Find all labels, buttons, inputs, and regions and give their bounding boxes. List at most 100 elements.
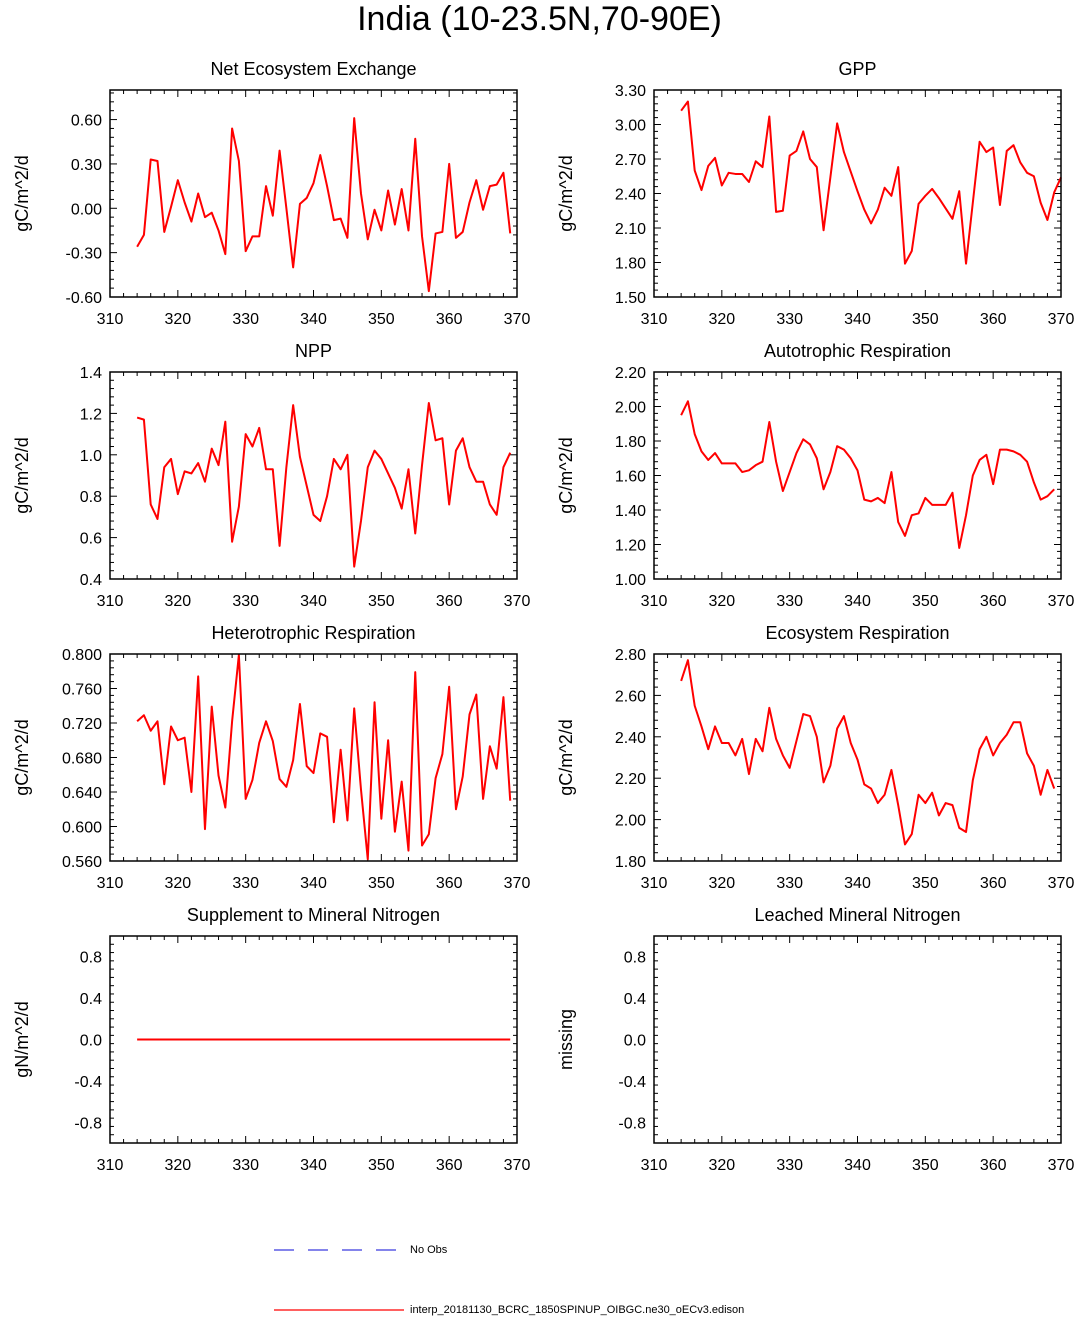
x-tick-label: 370 [504,1157,531,1174]
y-tick-label: 1.50 [615,290,646,307]
page-title: India (10-23.5N,70-90E) [357,0,722,38]
y-tick-label: 0.0 [624,1033,646,1050]
legend-model-label: interp_20181130_BCRC_1850SPINUP_OIBGC.ne… [410,1304,745,1316]
x-tick-label: 320 [708,311,735,328]
x-tick-label: 340 [300,311,327,328]
chart-title: Ecosystem Respiration [765,623,949,643]
x-tick-label: 310 [641,1157,668,1174]
legend-obs-swatch [274,1249,404,1251]
y-tick-label: 1.40 [615,503,646,520]
y-tick-label: 2.20 [615,771,646,788]
chart-title: GPP [838,59,876,79]
plot-frame [109,653,518,862]
y-tick-label: -0.4 [618,1074,646,1091]
x-tick-label: 320 [164,1157,191,1174]
y-tick-label: 0.8 [80,950,102,967]
chart-panel-5: Ecosystem Respiration 310 320 330 340 350 360 3… [556,623,1074,892]
chart-panel-3: Autotrophic Respiration 310 320 330 340 350 36… [556,341,1074,610]
x-tick-label: 370 [504,311,531,328]
y-tick-label: 3.30 [615,83,646,100]
x-tick-label: 360 [980,593,1007,610]
y-axis-label: gC/m^2/d [556,155,576,231]
x-tick-label: 370 [1048,311,1075,328]
chart-title: NPP [295,341,332,361]
x-tick-label: 360 [436,311,463,328]
x-tick-label: 360 [436,1157,463,1174]
chart-panel-7: Leached Mineral Nitrogen 310 320 330 340 350 3… [556,905,1074,1174]
x-tick-label: 370 [1048,593,1075,610]
legend-model: interp_20181130_BCRC_1850SPINUP_OIBGC.ne… [274,1303,744,1317]
x-tick-label: 330 [232,875,259,892]
chart-panel-6: Supplement to Mineral Nitrogen 310 320 330 3… [12,905,530,1174]
chart-panel-0: Net Ecosystem Exchange 310 320 330 340 350 360… [12,59,530,328]
y-tick-label: -0.8 [618,1115,646,1132]
x-tick-label: 330 [776,1157,803,1174]
x-tick-label: 310 [97,1157,124,1174]
x-tick-label: 360 [436,875,463,892]
series-line-model [680,100,1062,265]
y-tick-label: 1.20 [615,538,646,555]
y-tick-label: 1.80 [615,854,646,871]
x-tick-label: 310 [97,593,124,610]
y-tick-label: 1.00 [615,572,646,589]
plot-frame [653,935,1062,1144]
x-tick-label: 360 [980,1157,1007,1174]
y-tick-label: 0.30 [71,157,102,174]
chart-panel-4: Heterotrophic Respiration 310 320 330 340 350… [12,623,530,892]
x-tick-label: 360 [436,593,463,610]
x-tick-label: 360 [980,311,1007,328]
series-line-model [136,653,512,861]
chart-title: Leached Mineral Nitrogen [754,905,960,925]
x-tick-label: 340 [844,875,871,892]
x-tick-label: 310 [97,311,124,328]
y-tick-label: 0.760 [62,682,102,699]
y-tick-label: 1.2 [80,406,102,423]
x-tick-label: 310 [641,593,668,610]
x-tick-label: 370 [504,593,531,610]
x-tick-label: 350 [368,875,395,892]
series-line-model [680,400,1055,549]
y-tick-label: 0.4 [80,991,102,1008]
x-tick-label: 360 [980,875,1007,892]
series-line-model [136,117,512,293]
y-axis-label: gN/m^2/d [12,1001,32,1077]
y-tick-label: 1.60 [615,469,646,486]
x-tick-label: 330 [776,875,803,892]
y-tick-label: 0.4 [80,572,102,589]
y-tick-label: 1.80 [615,434,646,451]
x-tick-label: 330 [776,593,803,610]
x-tick-label: 320 [164,875,191,892]
x-tick-label: 350 [912,311,939,328]
legend-model-swatch [274,1309,404,1311]
x-tick-label: 340 [300,593,327,610]
series-line-model [136,402,512,568]
x-tick-label: 370 [504,875,531,892]
y-tick-label: 2.70 [615,152,646,169]
x-tick-label: 370 [1048,875,1075,892]
y-tick-label: 2.00 [615,400,646,417]
y-axis-label: gC/m^2/d [12,437,32,513]
x-tick-label: 340 [300,875,327,892]
x-tick-label: 330 [232,311,259,328]
y-tick-label: 0.680 [62,751,102,768]
plot-frame [109,371,518,580]
x-tick-label: 350 [912,593,939,610]
x-tick-label: 330 [232,1157,259,1174]
x-tick-label: 350 [368,1157,395,1174]
series-line-model [680,659,1056,846]
chart-panel-1: GPP 310 320 330 340 350 360 370 1.50 1.80 2.10 2.40… [556,59,1074,328]
y-axis-label: missing [556,1009,576,1070]
chart-title: Net Ecosystem Exchange [210,59,416,79]
x-tick-label: 310 [641,875,668,892]
x-tick-label: 320 [164,593,191,610]
x-tick-label: 340 [844,1157,871,1174]
y-tick-label: 0.6 [80,531,102,548]
x-tick-label: 340 [844,593,871,610]
x-tick-label: 320 [708,593,735,610]
x-tick-label: 330 [776,311,803,328]
y-tick-label: 0.800 [62,647,102,664]
y-tick-label: -0.8 [74,1115,102,1132]
y-tick-label: 0.0 [80,1033,102,1050]
y-tick-label: 0.4 [624,991,646,1008]
